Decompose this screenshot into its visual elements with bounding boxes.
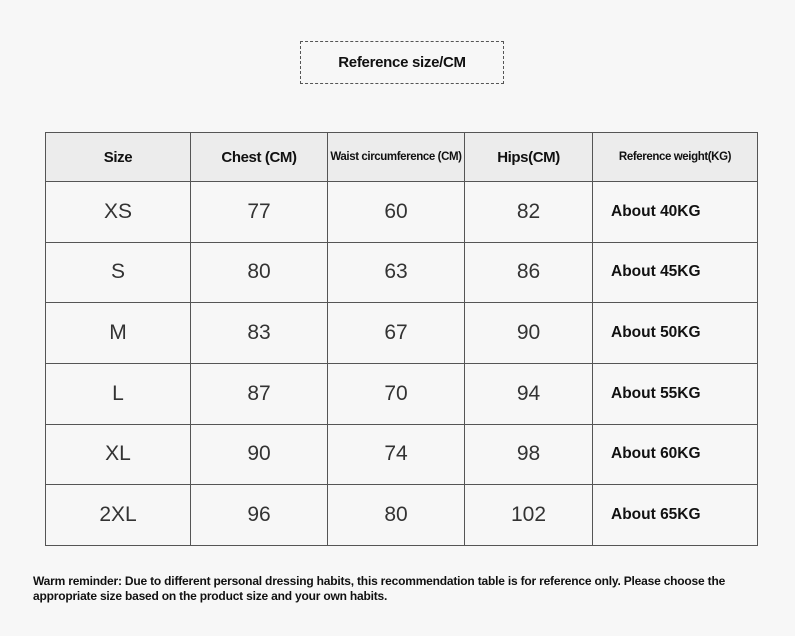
cell-chest: 87 xyxy=(190,362,328,425)
cell-hips: 86 xyxy=(464,241,593,304)
cell-size: XL xyxy=(45,423,191,486)
table-row: 2XL 96 80 102 About 65KG xyxy=(45,484,758,546)
table-row: M 83 67 90 About 50KG xyxy=(45,302,758,364)
cell-weight: About 55KG xyxy=(592,362,758,425)
cell-hips: 102 xyxy=(464,484,593,546)
cell-weight: About 65KG xyxy=(592,484,758,546)
table-header-row: Size Chest (CM) Waist circumference (CM)… xyxy=(45,132,758,182)
table-row: XL 90 74 98 About 60KG xyxy=(45,423,758,486)
table-row: XS 77 60 82 About 40KG xyxy=(45,181,758,243)
cell-size: 2XL xyxy=(45,484,191,546)
cell-weight: About 60KG xyxy=(592,423,758,486)
page-title: Reference size/CM xyxy=(300,41,504,84)
cell-waist: 74 xyxy=(327,423,465,486)
cell-waist: 70 xyxy=(327,362,465,425)
cell-chest: 96 xyxy=(190,484,328,546)
cell-weight: About 40KG xyxy=(592,181,758,243)
cell-size: XS xyxy=(45,181,191,243)
cell-chest: 80 xyxy=(190,241,328,304)
cell-chest: 83 xyxy=(190,302,328,364)
cell-waist: 63 xyxy=(327,241,465,304)
cell-hips: 98 xyxy=(464,423,593,486)
cell-size: S xyxy=(45,241,191,304)
header-size: Size xyxy=(45,132,191,182)
cell-size: M xyxy=(45,302,191,364)
cell-waist: 60 xyxy=(327,181,465,243)
size-chart-table: Size Chest (CM) Waist circumference (CM)… xyxy=(45,132,758,546)
header-waist: Waist circumference (CM) xyxy=(327,132,465,182)
table-row: S 80 63 86 About 45KG xyxy=(45,241,758,304)
cell-hips: 94 xyxy=(464,362,593,425)
cell-chest: 77 xyxy=(190,181,328,243)
cell-waist: 67 xyxy=(327,302,465,364)
cell-chest: 90 xyxy=(190,423,328,486)
cell-hips: 90 xyxy=(464,302,593,364)
header-weight: Reference weight(KG) xyxy=(592,132,758,182)
cell-waist: 80 xyxy=(327,484,465,546)
table-row: L 87 70 94 About 55KG xyxy=(45,362,758,425)
header-chest: Chest (CM) xyxy=(190,132,328,182)
warm-reminder-note: Warm reminder: Due to different personal… xyxy=(33,574,726,603)
header-hips: Hips(CM) xyxy=(464,132,593,182)
cell-size: L xyxy=(45,362,191,425)
cell-weight: About 45KG xyxy=(592,241,758,304)
cell-hips: 82 xyxy=(464,181,593,243)
cell-weight: About 50KG xyxy=(592,302,758,364)
